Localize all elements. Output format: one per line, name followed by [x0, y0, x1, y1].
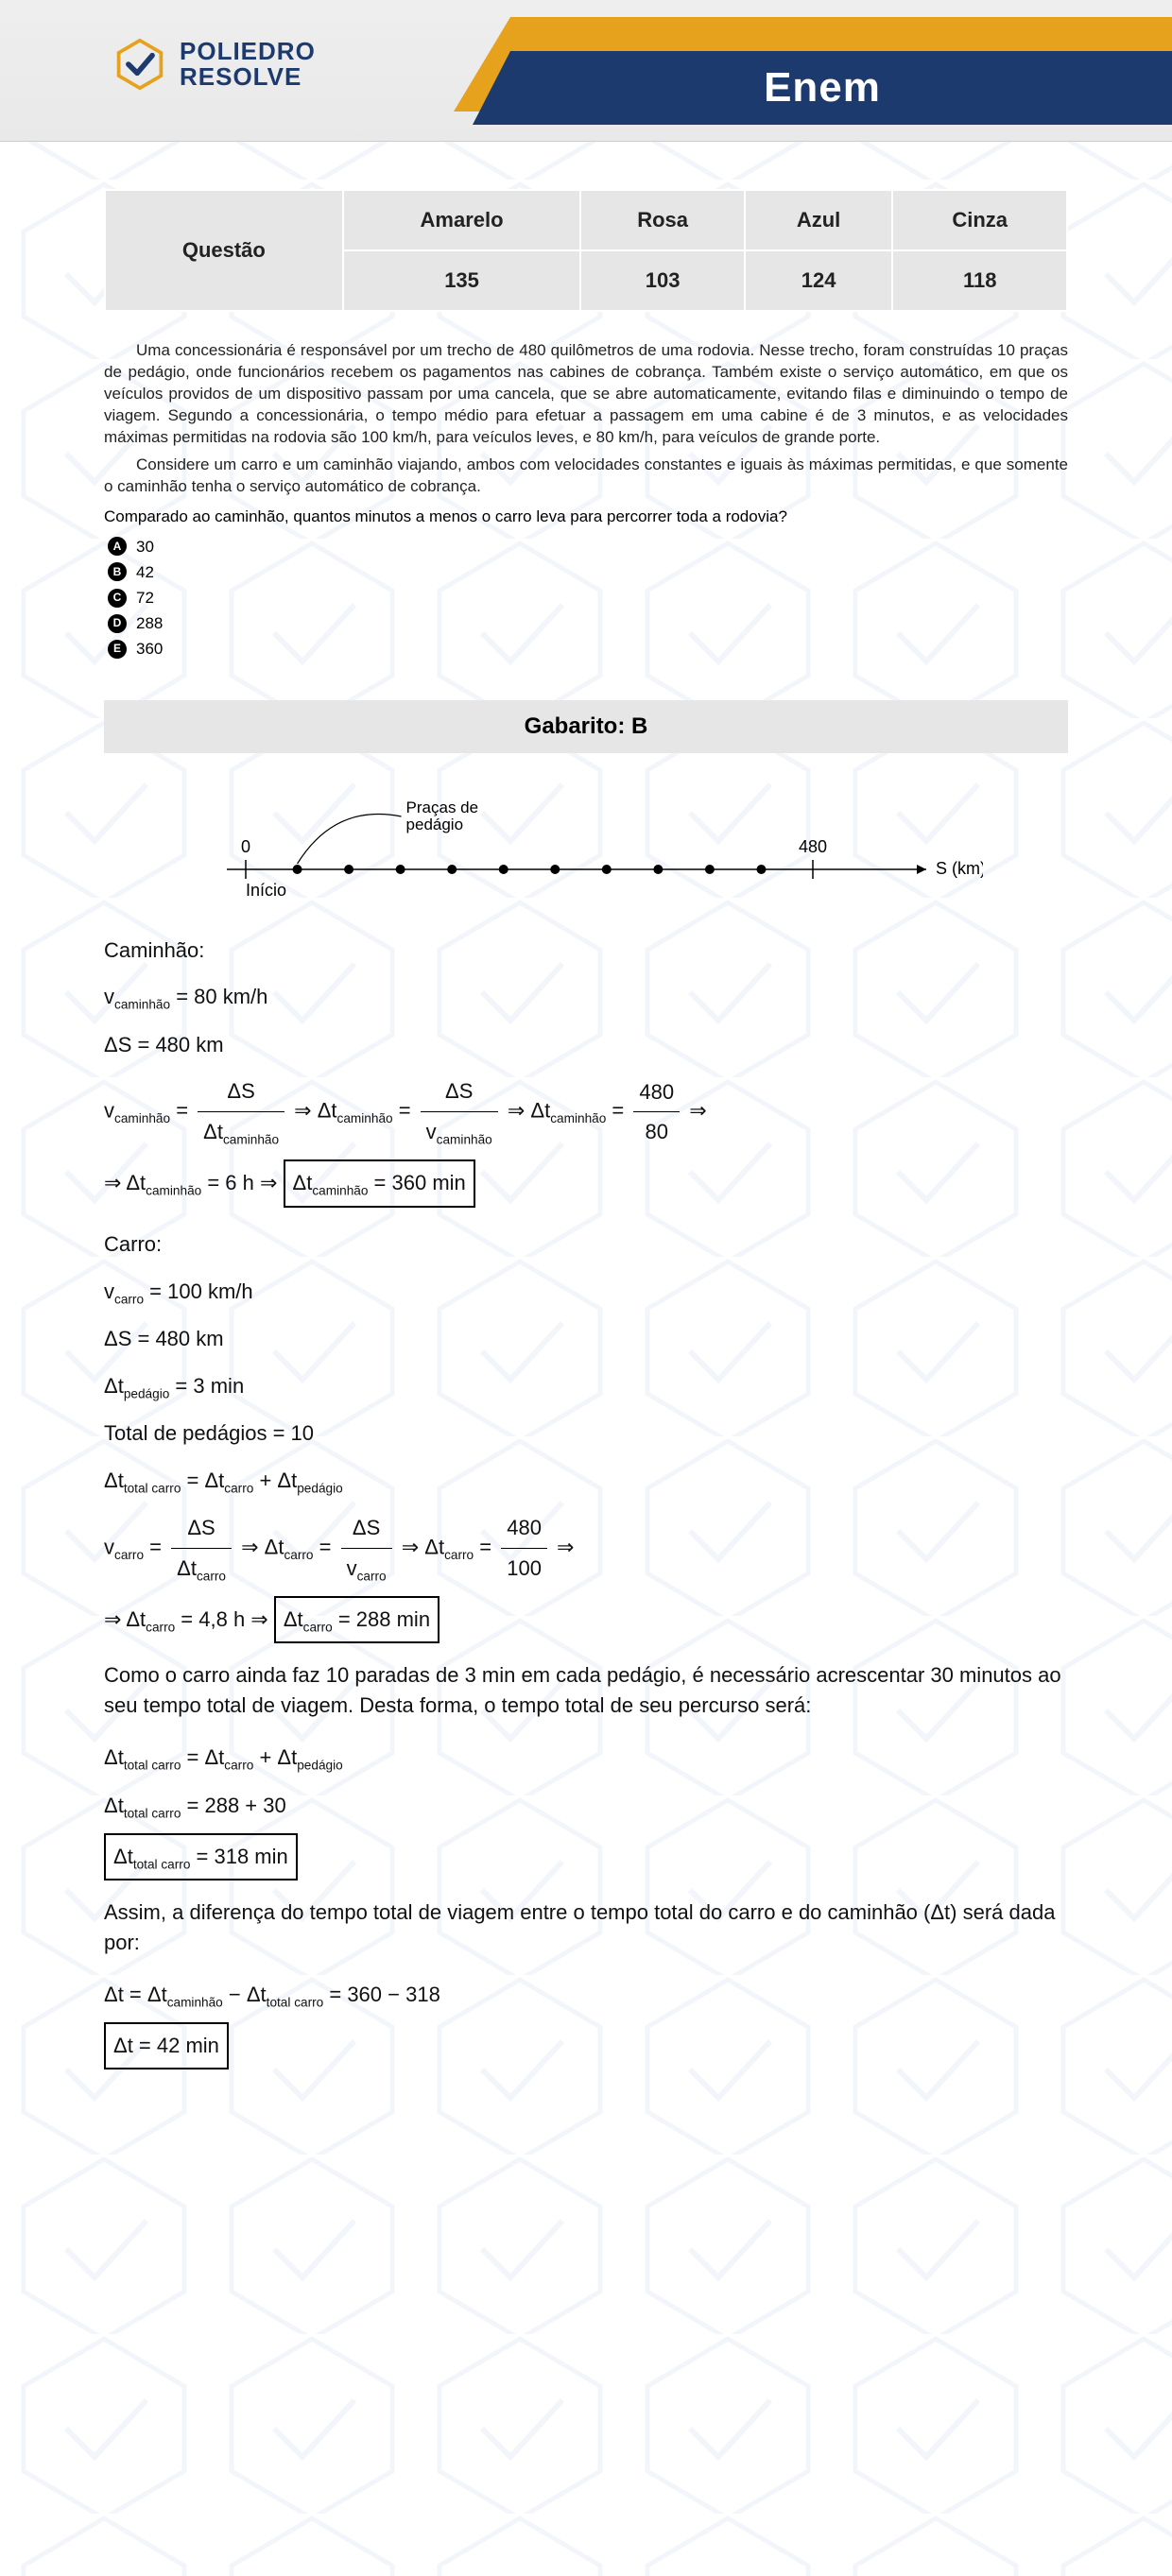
- answer-key-bar: Gabarito: B: [104, 700, 1068, 753]
- alternative-e: E 360: [108, 636, 1068, 661]
- car-total-tolls: Total de pedágios = 10: [104, 1414, 1068, 1453]
- alternatives-list: A 30 B 42 C 72 D 288 E 360: [108, 534, 1068, 662]
- table-val: 103: [580, 250, 744, 311]
- total-eq2: Δttotal carro = 288 + 30: [104, 1786, 1068, 1826]
- total-eq3: Δttotal carro = 318 min: [104, 1833, 1068, 1880]
- car-toll-time: Δtpedágio = 3 min: [104, 1366, 1068, 1406]
- svg-text:0: 0: [241, 837, 250, 856]
- alt-text: 288: [136, 610, 163, 636]
- toll-diagram: 0 Início 480 S (km) Praças depedágio: [104, 799, 1068, 902]
- hexagon-check-icon: [113, 38, 166, 91]
- diff-eq1: Δt = Δtcaminhão − Δttotal carro = 360 − …: [104, 1975, 1068, 2015]
- solution-para2: Assim, a diferença do tempo total de via…: [104, 1898, 1068, 1958]
- table-col: Rosa: [580, 190, 744, 250]
- alt-letter: B: [108, 562, 127, 581]
- alternative-d: D 288: [108, 610, 1068, 636]
- alt-letter: D: [108, 614, 127, 633]
- svg-text:pedágio: pedágio: [406, 816, 464, 833]
- brand-logo: POLIEDRO RESOLVE: [113, 38, 316, 91]
- stem-p2: Considere um carro e um caminhão viajand…: [104, 455, 1068, 498]
- table-col: Cinza: [892, 190, 1067, 250]
- brand-line1: POLIEDRO: [180, 39, 316, 64]
- truck-eq1: vcaminhão = ΔSΔtcaminhão ⇒ Δtcaminhão = …: [104, 1072, 1068, 1152]
- alt-text: 30: [136, 534, 154, 559]
- alt-letter: A: [108, 537, 127, 556]
- alt-letter: E: [108, 640, 127, 659]
- alternative-c: C 72: [108, 585, 1068, 610]
- alt-text: 42: [136, 559, 154, 585]
- brand-line2: RESOLVE: [180, 64, 316, 90]
- car-eq2: ⇒ Δtcarro = 4,8 h ⇒ Δtcarro = 288 min: [104, 1596, 1068, 1643]
- solution-para1: Como o carro ainda faz 10 paradas de 3 m…: [104, 1660, 1068, 1721]
- alt-letter: C: [108, 589, 127, 608]
- solution-block: Caminhão: vcaminhão = 80 km/h ΔS = 480 k…: [104, 931, 1068, 2070]
- total-eq1: Δttotal carro = Δtcarro + Δtpedágio: [104, 1738, 1068, 1777]
- alt-text: 72: [136, 585, 154, 610]
- exam-label: Enem: [764, 64, 881, 112]
- svg-text:Praças de: Praças de: [406, 799, 479, 816]
- question-stem: Uma concessionária é responsável por um …: [104, 340, 1068, 498]
- truck-eq2: ⇒ Δtcaminhão = 6 h ⇒ Δtcaminhão = 360 mi…: [104, 1159, 1068, 1207]
- svg-text:S (km): S (km): [936, 859, 983, 878]
- alternative-b: B 42: [108, 559, 1068, 585]
- svg-text:Início: Início: [246, 881, 286, 900]
- car-speed: vcarro = 100 km/h: [104, 1272, 1068, 1312]
- table-row-label: Questão: [105, 190, 343, 311]
- question-numbers-table: Questão Amarelo Rosa Azul Cinza 135 103 …: [104, 189, 1068, 312]
- truck-dS: ΔS = 480 km: [104, 1025, 1068, 1065]
- truck-heading: Caminhão:: [104, 931, 1068, 970]
- site-header: POLIEDRO RESOLVE Enem: [0, 0, 1172, 142]
- alt-text: 360: [136, 636, 163, 661]
- table-col: Amarelo: [343, 190, 581, 250]
- table-col: Azul: [745, 190, 893, 250]
- alternative-a: A 30: [108, 534, 1068, 559]
- exam-ribbon: Enem: [454, 17, 1172, 121]
- car-total-eq: Δttotal carro = Δtcarro + Δtpedágio: [104, 1461, 1068, 1501]
- svg-text:480: 480: [799, 837, 827, 856]
- diff-eq2: Δt = 42 min: [104, 2022, 1068, 2069]
- car-heading: Carro:: [104, 1225, 1068, 1264]
- question-line: Comparado ao caminhão, quantos minutos a…: [104, 507, 1068, 526]
- car-dS: ΔS = 480 km: [104, 1319, 1068, 1359]
- table-val: 124: [745, 250, 893, 311]
- stem-p1: Uma concessionária é responsável por um …: [104, 340, 1068, 449]
- truck-speed: vcaminhão = 80 km/h: [104, 977, 1068, 1017]
- car-eq1: vcarro = ΔSΔtcarro ⇒ Δtcarro = ΔSvcarro …: [104, 1508, 1068, 1589]
- table-val: 135: [343, 250, 581, 311]
- table-val: 118: [892, 250, 1067, 311]
- toll-diagram-svg: 0 Início 480 S (km) Praças depedágio: [189, 799, 983, 902]
